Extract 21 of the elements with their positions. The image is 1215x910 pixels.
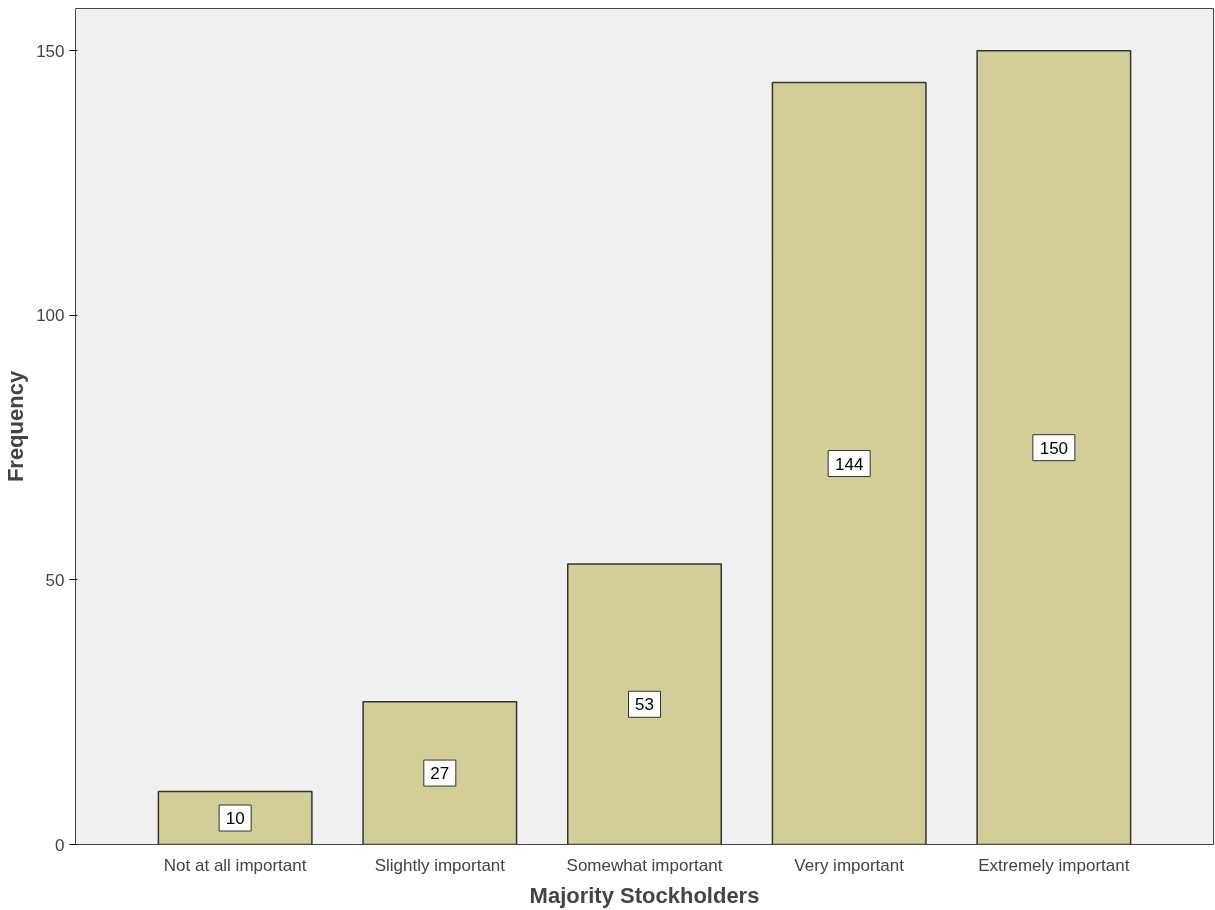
x-tick-label: Very important bbox=[794, 855, 905, 875]
y-axis-title: Frequency bbox=[3, 370, 29, 483]
data-label: 53 bbox=[635, 695, 654, 715]
bar bbox=[567, 563, 722, 845]
data-label: 150 bbox=[1039, 438, 1069, 458]
data-label: 10 bbox=[225, 809, 245, 829]
bar bbox=[976, 50, 1132, 845]
x-tick-label: Slightly important bbox=[374, 855, 506, 875]
x-tick-label: Somewhat important bbox=[566, 855, 723, 875]
bar bbox=[362, 700, 518, 845]
bar bbox=[771, 81, 927, 845]
y-tick-label: 50 bbox=[45, 570, 65, 590]
data-label: 144 bbox=[834, 454, 864, 474]
bar bbox=[157, 790, 313, 845]
y-tick-label: 100 bbox=[36, 306, 65, 326]
x-tick-label: Extremely important bbox=[978, 855, 1130, 875]
x-axis-title: Majority Stockholders bbox=[529, 882, 760, 908]
x-tick-label: Not at all important bbox=[163, 855, 307, 875]
y-tick-label: 150 bbox=[36, 41, 65, 61]
data-label: 27 bbox=[430, 764, 450, 784]
y-tick-label: 0 bbox=[55, 835, 65, 855]
